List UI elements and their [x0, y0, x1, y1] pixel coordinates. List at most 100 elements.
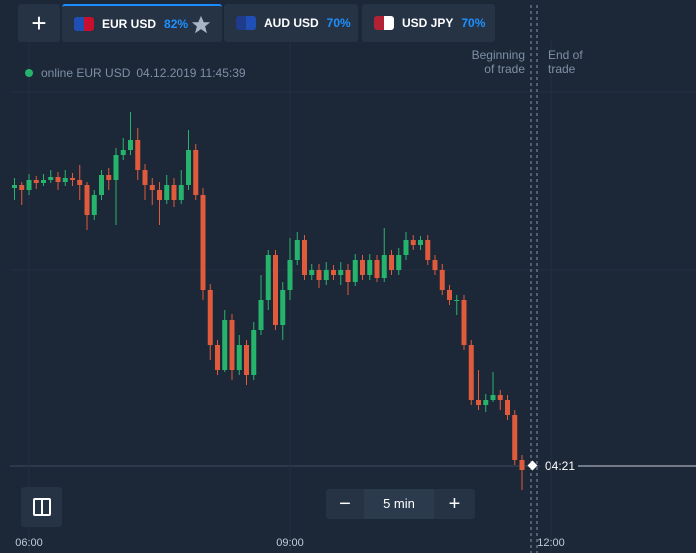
candle-body	[41, 180, 46, 183]
layout-button[interactable]	[21, 487, 62, 527]
candle-body	[215, 345, 220, 370]
candle-body	[461, 300, 467, 345]
candle-body	[84, 185, 90, 215]
candle-body	[77, 180, 83, 185]
timestamp: 04.12.2019 11:45:39	[136, 66, 246, 80]
candle-body	[447, 290, 452, 300]
candle-body	[454, 300, 460, 301]
candle-body	[178, 185, 184, 200]
candle-body	[490, 395, 496, 400]
beginning-label: Beginning of trade	[471, 48, 525, 76]
candle-body	[229, 320, 235, 370]
candle-body	[19, 185, 25, 190]
decrease-button[interactable]: −	[339, 492, 351, 515]
candle-body	[302, 240, 307, 275]
candle-body	[396, 255, 402, 270]
candle-body	[91, 195, 97, 215]
candle-body	[294, 240, 300, 260]
candle-body	[360, 260, 365, 275]
asset-tab[interactable]: EUR USD 82%	[62, 4, 222, 42]
candle-body	[120, 150, 126, 155]
candle-body	[26, 180, 32, 190]
payout: 82%	[164, 17, 189, 31]
increase-button[interactable]: +	[448, 492, 461, 515]
candle-body	[273, 255, 278, 325]
candle-body	[309, 270, 315, 275]
status: online EUR USD 04.12.2019 11:45:39	[25, 66, 246, 80]
candle-body	[389, 255, 394, 270]
candle-body	[207, 290, 213, 345]
candle-body	[265, 255, 271, 300]
candle-body	[519, 460, 525, 470]
candle-body	[200, 195, 206, 290]
countdown-bg	[540, 457, 578, 475]
asset-name: EUR USD	[102, 17, 157, 31]
candle-body	[316, 270, 322, 280]
candle-body	[258, 300, 264, 330]
favorite-star[interactable]	[190, 14, 212, 36]
x-tick-label: 12:00	[537, 537, 565, 549]
flag	[236, 16, 256, 30]
candle-body	[128, 140, 133, 150]
candle-body	[381, 255, 387, 278]
candle-body	[106, 175, 112, 180]
candle-body	[367, 260, 373, 275]
candle-body	[338, 270, 344, 275]
candle-body	[244, 345, 249, 375]
candle-body	[483, 400, 489, 405]
candle-body	[236, 345, 242, 370]
add-tab-button[interactable]: +	[18, 4, 60, 42]
candle-body	[193, 150, 199, 195]
timeframe-control: − 5 min +	[326, 489, 475, 519]
candle-body	[323, 270, 329, 280]
layout-icon	[32, 498, 51, 516]
asset-name: AUD USD	[264, 16, 319, 30]
candle-body	[331, 270, 336, 275]
candle-body	[512, 415, 518, 460]
online-dot	[25, 69, 33, 77]
candle-body	[403, 240, 409, 255]
payout: 70%	[326, 16, 351, 30]
x-tick-label: 06:00	[15, 537, 43, 549]
candle-body	[186, 150, 191, 185]
flag	[74, 17, 94, 31]
candle-body	[345, 270, 351, 282]
candle-body	[70, 178, 75, 180]
candle-body	[374, 260, 380, 278]
candle-body	[142, 170, 148, 185]
asset-tab[interactable]: AUD USD 70%	[224, 4, 358, 42]
timeframe: 5 min	[364, 489, 434, 519]
candle-body	[113, 155, 119, 180]
price-marker	[527, 460, 538, 471]
candle-body	[476, 400, 481, 405]
candle-body	[157, 190, 162, 200]
candle-body	[425, 240, 431, 260]
asset-tab[interactable]: USD JPY 70%	[362, 4, 495, 42]
candle-body	[352, 260, 358, 282]
candle-body	[99, 175, 104, 195]
payout: 70%	[461, 16, 486, 30]
status-text: online EUR USD	[41, 66, 131, 80]
x-tick-label: 09:00	[276, 537, 304, 549]
candle-body	[62, 178, 68, 182]
candle-body	[149, 185, 155, 190]
candle-body	[251, 330, 257, 375]
candle-body	[164, 185, 170, 200]
candle-body	[287, 260, 293, 290]
candle-body	[439, 270, 445, 290]
flag	[374, 16, 394, 30]
asset-name: USD JPY	[402, 16, 454, 30]
candle-body	[468, 345, 474, 400]
candle-body	[12, 185, 17, 188]
candle-body	[432, 260, 438, 270]
candle-body	[33, 180, 39, 183]
candle-body	[55, 177, 61, 182]
end-label: End of trade	[548, 48, 583, 76]
candle-body	[505, 400, 510, 415]
candle-body	[222, 320, 228, 370]
candle-body	[410, 240, 416, 245]
candle-body	[280, 290, 286, 325]
candle-body	[48, 177, 54, 180]
candle-body	[418, 240, 423, 245]
